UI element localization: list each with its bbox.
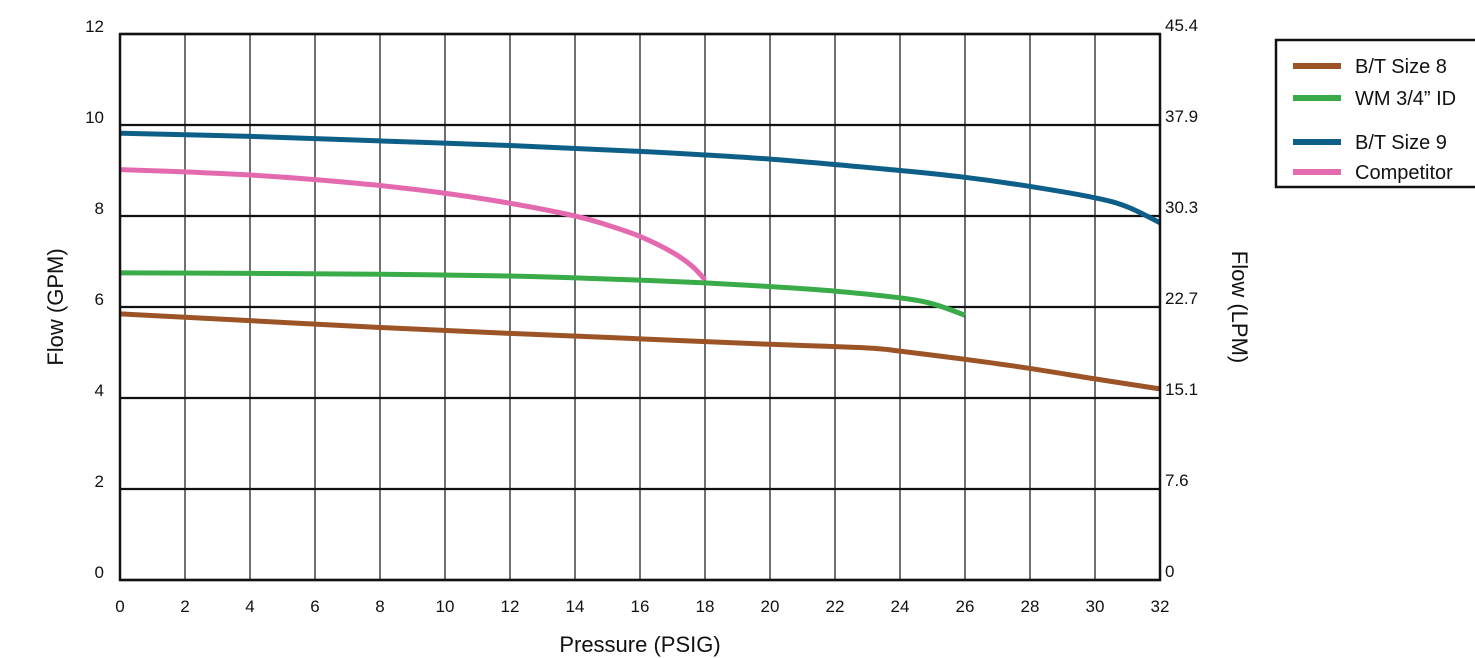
plot-border [118, 32, 1162, 582]
series-line-3 [119, 167, 707, 282]
y2-tick-label: 45.4 [1165, 16, 1198, 35]
y-tick-label: 8 [95, 199, 104, 218]
y-tick-label: 10 [85, 108, 104, 127]
legend: B/T Size 8 WM 3/4” ID B/T Size 9 Competitor [1274, 38, 1475, 189]
x-tick-label: 30 [1086, 597, 1105, 616]
y2-tick-label: 22.7 [1165, 289, 1198, 308]
x-tick-label: 12 [501, 597, 520, 616]
x-tick-label: 26 [956, 597, 975, 616]
y2-tick-label: 37.9 [1165, 107, 1198, 126]
x-tick-label: 10 [436, 597, 455, 616]
tick-labels: 0 2 4 6 8 10 12 14 16 18 20 22 24 26 28 30 3202468101207… [85, 16, 1198, 616]
y2-axis-title: Flow (LPM) [1227, 251, 1252, 363]
y2-tick-label: 30.3 [1165, 198, 1198, 217]
grid [119, 32, 1161, 582]
x-tick-label: 14 [566, 597, 585, 616]
x-tick-label: 16 [631, 597, 650, 616]
y2-tick-label: 15.1 [1165, 380, 1198, 399]
y-tick-label: 4 [95, 381, 104, 400]
x-tick-label: 22 [826, 597, 845, 616]
series-lines [119, 130, 1162, 392]
x-tick-label: 4 [245, 597, 254, 616]
series-line-1 [119, 270, 966, 318]
x-tick-label: 20 [761, 597, 780, 616]
legend-label: B/T Size 8 [1355, 56, 1447, 78]
y-tick-label: 0 [95, 563, 104, 582]
y2-tick-label: 7.6 [1165, 471, 1189, 490]
y-axis-title: Flow (GPM) [43, 248, 68, 365]
y2-tick-label: 0 [1165, 562, 1174, 581]
x-tick-label: 6 [310, 597, 319, 616]
x-tick-label: 32 [1151, 597, 1170, 616]
x-tick-label: 0 [115, 597, 124, 616]
plot-frame [118, 32, 1162, 582]
series-line-2 [119, 130, 1162, 226]
legend-label: B/T Size 9 [1355, 132, 1447, 154]
y-tick-label: 12 [85, 17, 104, 36]
x-tick-label: 18 [696, 597, 715, 616]
legend-label: Competitor [1355, 162, 1453, 184]
x-tick-label: 24 [891, 597, 910, 616]
x-tick-label: 8 [375, 597, 384, 616]
legend-label: WM 3/4” ID [1355, 88, 1456, 110]
series-line-0 [119, 311, 1161, 392]
x-axis-title: Pressure (PSIG) [559, 632, 720, 657]
y-tick-label: 6 [95, 290, 104, 309]
y-tick-label: 2 [95, 472, 104, 491]
x-tick-label: 28 [1021, 597, 1040, 616]
x-tick-label: 2 [180, 597, 189, 616]
